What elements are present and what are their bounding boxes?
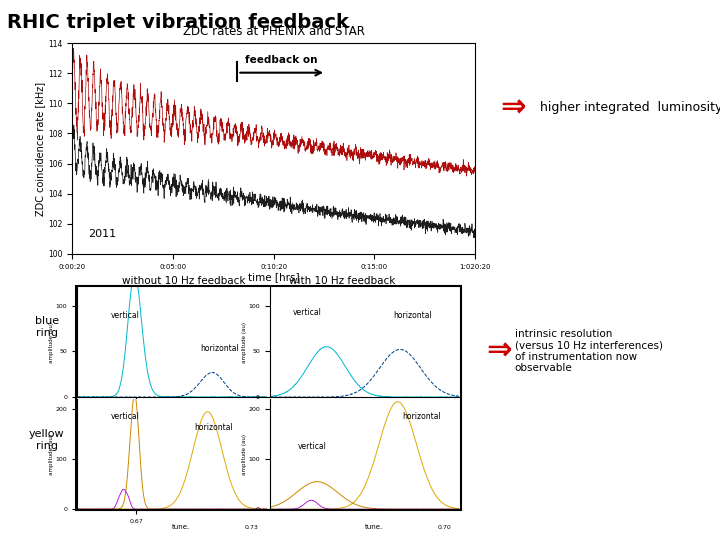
Text: blue
ring: blue ring [35,316,59,338]
Y-axis label: amplitude (au): amplitude (au) [49,434,54,475]
Text: RHIC triplet vibration feedback: RHIC triplet vibration feedback [7,14,349,32]
Y-axis label: amplitude (au): amplitude (au) [242,322,247,363]
Text: ⇒: ⇒ [500,93,526,123]
Text: horizontal: horizontal [194,423,233,432]
Text: horizontal: horizontal [200,344,239,353]
Text: tune.: tune. [365,412,383,418]
X-axis label: time [hrs]: time [hrs] [248,272,300,282]
Text: vertical: vertical [298,442,327,451]
Text: higher integrated  luminosity: higher integrated luminosity [536,102,720,114]
Text: tune.: tune. [172,524,191,530]
Text: horizontal: horizontal [393,311,432,320]
Text: with 10 Hz feedback: with 10 Hz feedback [289,275,395,286]
Text: ⇒: ⇒ [486,336,511,366]
Text: intrinsic resolution
(versus 10 Hz interferences)
of instrumentation now
observa: intrinsic resolution (versus 10 Hz inter… [515,329,663,373]
Text: tune.: tune. [181,412,200,418]
Text: yellow
ring: yellow ring [29,429,65,451]
Text: tune.: tune. [365,524,383,530]
Text: feedback on: feedback on [246,55,318,65]
Y-axis label: ZDC coincidence rate [kHz]: ZDC coincidence rate [kHz] [35,82,45,215]
Text: vertical: vertical [111,412,140,421]
Text: 0.70: 0.70 [437,525,451,530]
Text: vertical: vertical [292,308,321,317]
Text: 0.73: 0.73 [245,413,258,418]
Text: 0.70: 0.70 [433,413,447,418]
Text: horizontal: horizontal [402,412,441,421]
Text: vertical: vertical [111,311,140,320]
Text: 2011: 2011 [88,229,116,239]
Text: without 10 Hz feedback: without 10 Hz feedback [122,275,246,286]
Text: ZDC rates at PHENIX and STAR: ZDC rates at PHENIX and STAR [183,25,364,38]
Text: 0.73: 0.73 [245,525,258,530]
Y-axis label: amplitude (au): amplitude (au) [242,434,247,475]
Y-axis label: amplitude (au): amplitude (au) [49,322,54,363]
